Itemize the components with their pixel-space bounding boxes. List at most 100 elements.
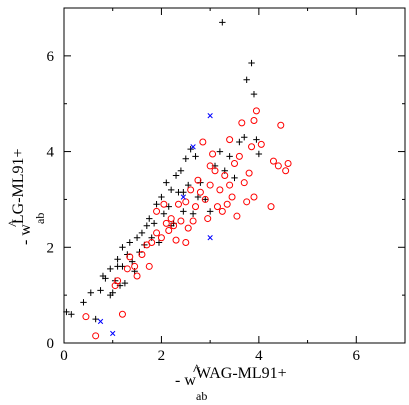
y-axis-label-symbol: w	[17, 224, 34, 236]
plus-point	[119, 263, 126, 270]
y-axis-label: - wLG-ML91+	[10, 148, 34, 245]
circle-point	[165, 227, 173, 235]
plus-point	[194, 193, 202, 201]
plus-point	[63, 308, 70, 316]
circle-point	[226, 181, 234, 189]
plus-point	[133, 234, 141, 241]
circle-point	[248, 143, 256, 151]
circle-point	[189, 217, 197, 225]
circle-point	[206, 162, 214, 170]
circle-point	[131, 262, 139, 270]
plus-point	[172, 172, 180, 179]
plus-point	[158, 193, 165, 201]
circle-point	[187, 186, 195, 194]
plus-point	[126, 239, 133, 246]
plus-point	[236, 138, 243, 146]
circle-point	[182, 239, 190, 246]
plus-point	[185, 181, 192, 189]
x-tick-label: 4	[255, 348, 263, 364]
plus-point	[182, 155, 189, 162]
circle-point	[118, 310, 126, 318]
plus-point	[153, 201, 160, 208]
cross-point	[180, 194, 187, 200]
circle-point	[211, 167, 219, 175]
circle-point	[167, 215, 175, 223]
circle-point	[240, 179, 248, 187]
circle-point	[284, 160, 292, 168]
plus-point	[226, 153, 233, 160]
circle-point	[250, 193, 258, 201]
plot-frame	[63, 7, 406, 344]
circle-point	[228, 193, 236, 201]
circle-point	[213, 203, 221, 211]
plus-point	[206, 208, 214, 215]
plus-point	[250, 90, 258, 98]
plus-point	[167, 186, 175, 194]
circle-point	[174, 200, 182, 208]
circle-point	[209, 150, 217, 158]
cross-point	[207, 113, 213, 119]
data-marks	[63, 19, 292, 340]
plus-point	[138, 229, 146, 237]
plus-point	[146, 215, 153, 222]
circle-point	[235, 152, 243, 160]
y-axis-label-prefix: -	[17, 236, 34, 245]
circle-point	[199, 138, 207, 146]
plus-point	[160, 210, 168, 217]
circle-point	[277, 121, 285, 129]
circle-point	[252, 107, 260, 115]
circle-point	[201, 195, 209, 203]
plus-point	[189, 210, 197, 217]
x-tick-label: 0	[60, 348, 68, 364]
circle-point	[250, 116, 258, 124]
plus-point	[155, 239, 163, 246]
plus-point	[216, 148, 224, 155]
circle-point	[153, 207, 161, 215]
circle-point	[282, 167, 290, 175]
tick-labels: 0 2 4 6 0 2 4 6	[47, 49, 361, 364]
plus-point	[243, 76, 250, 83]
circle-point	[204, 215, 212, 223]
circle-point	[257, 140, 265, 148]
circle-point	[123, 265, 131, 273]
y-tick-label: 6	[47, 49, 55, 65]
x-axis-label-subscript: ab	[196, 389, 207, 403]
plus-point	[180, 189, 187, 196]
plus-point	[107, 265, 114, 273]
circle-point	[243, 198, 251, 206]
plus-point	[163, 179, 170, 186]
y-tick-label: 4	[47, 145, 55, 161]
cross-point	[190, 144, 196, 150]
circle-point	[274, 162, 282, 170]
circle-point	[153, 229, 161, 237]
circle-point	[162, 219, 170, 227]
x-axis-label-prefix: -	[175, 372, 184, 389]
circle-point	[157, 234, 165, 242]
plus-point	[248, 59, 255, 67]
y-axis-label-subscript: ab	[33, 213, 47, 224]
plus-point	[107, 291, 114, 299]
circle-point	[245, 169, 253, 177]
plus-point	[187, 145, 194, 153]
plus-point	[231, 174, 238, 182]
circle-point	[111, 282, 119, 290]
plus-point	[143, 222, 151, 229]
y-axis-label-hat: ^	[6, 219, 23, 227]
circle-point	[233, 212, 241, 220]
circle-point	[206, 181, 214, 189]
circle-point	[133, 272, 141, 280]
circle-point	[92, 332, 100, 340]
cross-point	[97, 318, 104, 325]
circle-point	[196, 188, 204, 196]
x-axis-label-name: WAG-ML91+	[196, 365, 287, 382]
circle-point	[160, 200, 168, 208]
circle-point	[182, 198, 190, 206]
cross-point	[207, 235, 213, 241]
circle-point	[218, 207, 226, 215]
circle-point	[221, 172, 229, 179]
plus-point	[177, 167, 185, 174]
x-tick-label: 6	[353, 348, 361, 364]
plus-point	[97, 287, 104, 294]
plus-point	[219, 19, 226, 26]
